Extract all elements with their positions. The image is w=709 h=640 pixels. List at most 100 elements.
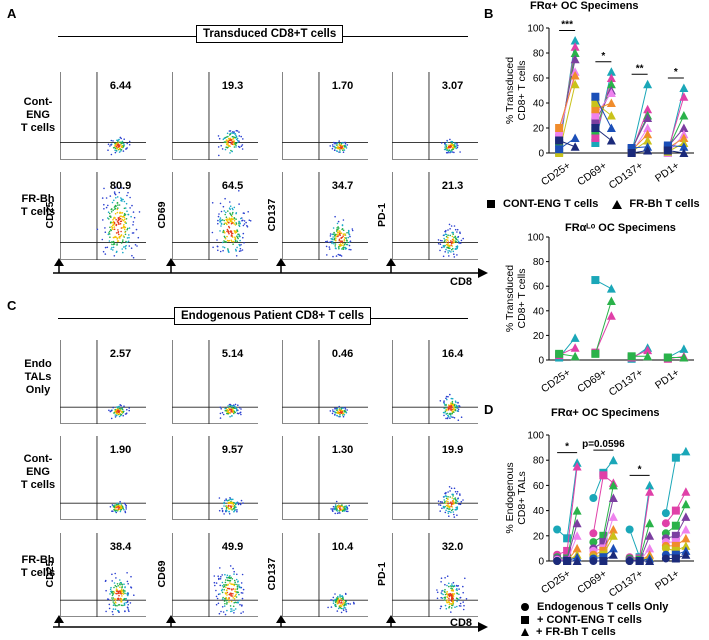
event-dot xyxy=(230,142,233,145)
event-dot xyxy=(334,247,337,249)
event-dot xyxy=(457,235,460,238)
event-dot xyxy=(334,243,337,245)
event-dot xyxy=(121,407,123,410)
panel-a-title: Transduced CD8+T cells xyxy=(196,25,344,43)
event-dot xyxy=(117,604,120,606)
event-dot xyxy=(123,216,126,218)
cd8-arrow-head xyxy=(478,268,488,278)
event-dot xyxy=(448,582,450,585)
event-dot xyxy=(109,593,111,595)
event-dot xyxy=(447,250,449,252)
event-dot xyxy=(448,510,451,513)
event-dot xyxy=(107,598,109,600)
event-dot xyxy=(229,582,231,584)
event-dot xyxy=(132,221,135,223)
event-dot xyxy=(112,510,114,512)
event-dot xyxy=(346,409,348,411)
event-dot xyxy=(335,239,337,242)
event-dot xyxy=(335,237,337,239)
event-dot xyxy=(437,500,440,502)
event-dot xyxy=(129,196,131,199)
data-point xyxy=(555,130,564,139)
flow-plot xyxy=(282,72,368,160)
event-dot xyxy=(346,602,348,605)
event-dot xyxy=(221,148,224,150)
event-dot xyxy=(127,191,129,194)
event-dot xyxy=(115,150,118,152)
event-dot xyxy=(247,211,249,213)
event-dot xyxy=(115,224,117,227)
data-point xyxy=(555,136,564,145)
event-dot xyxy=(229,208,231,211)
event-dot xyxy=(229,219,232,222)
event-dot xyxy=(445,502,447,504)
event-dot xyxy=(224,573,226,576)
x-marker-label: CD8 xyxy=(450,617,473,629)
event-dot xyxy=(119,211,121,214)
event-dot xyxy=(454,248,457,250)
event-dot xyxy=(241,605,243,607)
event-dot xyxy=(223,605,226,607)
event-dot xyxy=(227,135,229,138)
event-dot xyxy=(239,235,241,238)
plot-axes xyxy=(282,172,368,260)
event-dot xyxy=(117,610,120,612)
y-tick-label: 60 xyxy=(533,481,545,492)
event-dot xyxy=(331,599,333,601)
event-dot xyxy=(458,242,461,244)
event-dot xyxy=(454,497,457,499)
event-dot xyxy=(122,150,125,152)
event-dot xyxy=(108,218,110,220)
event-dot xyxy=(441,501,443,503)
event-dot xyxy=(227,248,229,250)
event-dot xyxy=(222,611,225,613)
event-dot xyxy=(128,407,130,409)
event-dot xyxy=(239,603,241,606)
event-dot xyxy=(446,246,448,249)
data-point xyxy=(679,133,689,142)
event-dot xyxy=(448,149,451,151)
event-dot xyxy=(240,135,242,138)
event-dot xyxy=(231,232,234,235)
data-point xyxy=(563,557,572,565)
event-dot xyxy=(459,151,461,153)
event-dot xyxy=(234,232,237,234)
data-point xyxy=(679,353,689,362)
event-dot xyxy=(230,222,233,225)
event-dot xyxy=(456,228,459,231)
event-dot xyxy=(115,205,117,207)
event-dot xyxy=(240,243,242,246)
event-dot xyxy=(444,144,447,146)
event-dot xyxy=(124,221,126,223)
data-point xyxy=(563,546,572,555)
event-dot xyxy=(122,589,125,591)
event-dot xyxy=(439,400,442,402)
legend-frbh-label-d: + FR-Bh T cells xyxy=(536,626,616,638)
event-dot xyxy=(446,409,448,412)
event-dot xyxy=(233,579,236,582)
event-dot xyxy=(347,236,349,239)
event-dot xyxy=(446,590,448,593)
event-dot xyxy=(109,506,112,508)
marker-arrow xyxy=(54,615,64,627)
event-dot xyxy=(136,245,138,247)
event-dot xyxy=(121,198,123,200)
event-dot xyxy=(336,229,338,231)
event-dot xyxy=(339,415,341,418)
event-dot xyxy=(452,495,454,497)
event-dot xyxy=(234,588,236,590)
event-dot xyxy=(351,228,354,230)
event-dot xyxy=(334,215,336,218)
event-dot xyxy=(226,132,229,135)
event-dot xyxy=(96,228,99,231)
arrow-head xyxy=(54,615,64,623)
event-dot xyxy=(118,233,120,236)
event-dot xyxy=(243,242,245,244)
event-dot xyxy=(124,207,127,209)
panel-letter-d: D xyxy=(484,402,494,417)
event-dot xyxy=(120,593,122,595)
event-dot xyxy=(110,241,113,243)
event-dot xyxy=(339,410,341,412)
event-dot xyxy=(225,211,227,214)
event-dot xyxy=(110,248,112,250)
